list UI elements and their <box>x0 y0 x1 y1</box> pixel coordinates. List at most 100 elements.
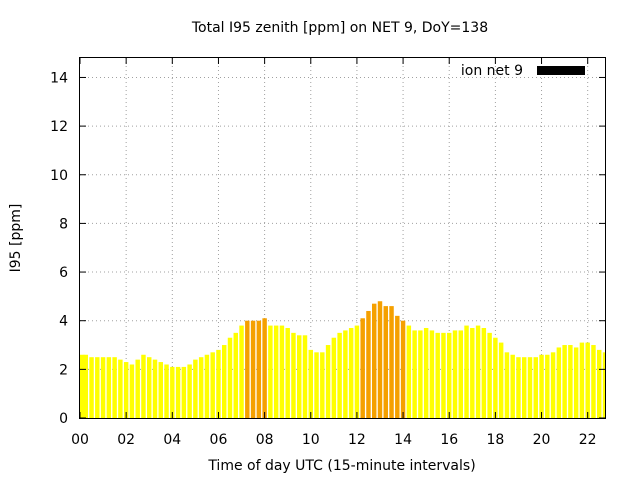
y-tick-label: 12 <box>50 119 68 135</box>
bar <box>170 366 175 418</box>
bar <box>383 306 388 418</box>
bar <box>441 332 446 418</box>
bar <box>550 352 556 418</box>
y-tick-label: 10 <box>50 168 68 184</box>
bar <box>210 352 215 418</box>
bar <box>533 357 538 418</box>
bar <box>591 345 596 418</box>
bar <box>527 357 533 418</box>
bar <box>95 357 100 418</box>
bar <box>602 352 605 418</box>
bar <box>187 364 192 418</box>
bar <box>239 325 244 418</box>
y-tick-label: 8 <box>59 216 68 232</box>
bar <box>389 306 394 418</box>
x-tick-label: 18 <box>486 432 504 448</box>
bar <box>80 354 85 418</box>
bar <box>406 325 412 418</box>
y-tick-label: 0 <box>59 411 68 427</box>
bar <box>498 342 504 418</box>
bar <box>504 352 510 418</box>
bar <box>464 325 469 418</box>
plot-frame <box>79 57 606 419</box>
x-tick-label: 00 <box>71 432 89 448</box>
bar <box>222 345 227 418</box>
x-axis-label: Time of day UTC (15-minute intervals) <box>207 458 475 474</box>
bar <box>475 325 481 418</box>
bar <box>545 354 550 418</box>
bar <box>308 349 313 418</box>
bar <box>106 357 112 418</box>
bar <box>233 332 238 418</box>
bar <box>487 332 492 418</box>
y-tick-label: 14 <box>50 70 68 86</box>
bar <box>216 349 221 418</box>
x-tick-label: 02 <box>117 432 135 448</box>
bar <box>198 357 204 418</box>
legend-swatch <box>537 66 585 75</box>
bar <box>400 320 406 418</box>
bar <box>314 352 319 418</box>
bar <box>562 345 567 418</box>
bar <box>372 303 377 418</box>
bar <box>435 332 440 418</box>
bar <box>458 330 463 418</box>
y-axis-label: I95 [ppm] <box>8 204 24 273</box>
bar <box>291 332 296 418</box>
bar <box>354 325 360 418</box>
bar <box>331 337 337 418</box>
bar <box>481 328 487 418</box>
bar <box>273 325 279 418</box>
y-tick-label: 4 <box>59 314 68 330</box>
x-tick-label: 16 <box>440 432 458 448</box>
bar <box>452 330 458 418</box>
bar <box>423 328 429 418</box>
bar <box>360 318 365 418</box>
bars <box>80 301 605 418</box>
bar <box>510 354 515 418</box>
bar <box>227 337 233 418</box>
bar <box>250 320 256 418</box>
y-tick-label: 2 <box>59 362 68 378</box>
bar <box>395 315 400 418</box>
bar <box>470 328 475 418</box>
bar <box>256 320 262 418</box>
bar <box>302 335 308 418</box>
bar <box>141 354 146 418</box>
x-tick-label: 04 <box>163 432 181 448</box>
chart-title: Total I95 zenith [ppm] on NET 9, DoY=138 <box>191 20 488 36</box>
x-tick-label: 20 <box>533 432 551 448</box>
bar <box>377 301 383 418</box>
bar <box>118 359 123 418</box>
bar <box>100 357 106 418</box>
bar <box>285 328 290 418</box>
bar <box>175 366 181 418</box>
bar <box>112 357 117 418</box>
bar <box>135 359 140 418</box>
bar <box>245 320 250 418</box>
bar <box>597 349 602 418</box>
bar <box>516 357 521 418</box>
bar <box>123 362 129 418</box>
bar <box>297 335 302 418</box>
bar <box>585 342 590 418</box>
bar <box>429 330 435 418</box>
bar <box>337 332 342 418</box>
bar <box>493 337 498 418</box>
bar <box>164 364 169 418</box>
bar <box>539 354 544 418</box>
y-tick-label: 6 <box>59 265 68 281</box>
legend: ion net 9 <box>461 63 585 79</box>
bar <box>573 347 579 418</box>
bar <box>522 357 527 418</box>
bar <box>83 354 88 418</box>
bar <box>343 330 348 418</box>
bar <box>447 332 452 418</box>
bar <box>147 357 152 418</box>
bar <box>279 325 285 418</box>
bar <box>152 359 158 418</box>
x-tick-label: 14 <box>394 432 412 448</box>
bar <box>268 325 273 418</box>
